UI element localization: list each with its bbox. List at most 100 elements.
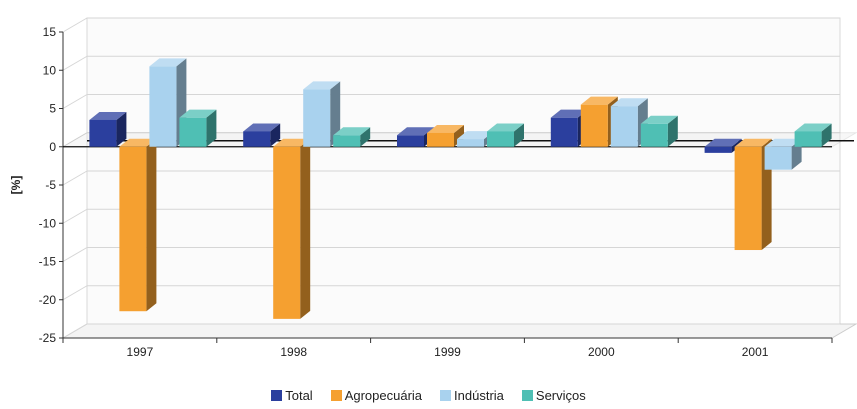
bar-front — [580, 104, 608, 147]
y-tick-label: -25 — [39, 331, 57, 345]
bar-front — [149, 66, 177, 147]
gridline-depth — [62, 170, 88, 186]
x-tick-label: 1999 — [434, 345, 461, 359]
y-tick-label: -15 — [39, 255, 57, 269]
bar-top — [243, 123, 281, 132]
legend-swatch — [521, 390, 533, 401]
floor — [61, 323, 857, 339]
bar-agropecuária-1997 — [119, 138, 157, 312]
x-tick-label: 1997 — [127, 345, 154, 359]
bar-front — [457, 139, 484, 147]
bar-top — [397, 127, 434, 136]
bar-serviços-1998 — [333, 127, 371, 147]
bar-front — [303, 89, 331, 147]
bar-top — [580, 96, 618, 105]
legend-swatch — [271, 390, 283, 401]
bar-side — [667, 115, 678, 147]
bar-front — [610, 106, 638, 147]
bar-top — [427, 124, 464, 133]
bar-side — [330, 81, 341, 147]
bar-front — [734, 146, 762, 251]
y-tick-label: 15 — [43, 25, 57, 39]
bar-serviços-2001 — [794, 123, 832, 147]
bar-front — [333, 135, 361, 147]
bar-top — [734, 138, 772, 147]
bar-front — [427, 132, 454, 147]
bar-side — [454, 124, 464, 147]
bar-front — [487, 131, 514, 147]
bar-front — [640, 123, 668, 147]
legend-label: Total — [285, 388, 313, 403]
bar-top — [149, 58, 187, 67]
bar-side — [360, 127, 371, 147]
bar-top — [794, 123, 832, 132]
bar-top — [764, 138, 802, 147]
bar-front — [550, 117, 578, 147]
y-tick-label: -10 — [39, 216, 57, 230]
bar-top — [119, 138, 157, 147]
legend-swatch — [330, 390, 342, 401]
legend-label: Serviços — [535, 388, 586, 403]
bar-top — [303, 81, 341, 90]
x-tick-label: 2001 — [742, 345, 769, 359]
bar-top — [640, 115, 678, 124]
bar-front — [179, 117, 207, 147]
gridline-depth — [62, 208, 88, 224]
bar-top — [704, 138, 742, 147]
bar-front — [794, 131, 822, 147]
bar-total-1998 — [243, 123, 281, 147]
x-tick-label: 2000 — [588, 345, 615, 359]
bar-top — [457, 131, 494, 140]
bar-agropecuária-1998 — [273, 138, 311, 319]
gridline-depth — [62, 94, 88, 109]
bar-side — [300, 138, 311, 319]
gridline-depth — [62, 323, 88, 339]
bar-top — [487, 123, 524, 132]
bar-serviços-1999 — [487, 123, 524, 147]
bar-serviços-1997 — [179, 109, 217, 147]
bar-front — [243, 131, 271, 147]
legend-item-serviços: Serviços — [521, 388, 586, 403]
bar-side — [821, 123, 832, 147]
x-tick-label: 1998 — [280, 345, 307, 359]
bar-top — [333, 127, 371, 136]
bar-front — [119, 146, 147, 312]
bar-front — [397, 135, 424, 147]
bar-side — [116, 111, 127, 147]
gridline-depth — [62, 132, 88, 148]
bar-top — [610, 98, 648, 107]
bar-top — [273, 138, 311, 147]
legend-item-indústria: Indústria — [440, 388, 504, 403]
bars — [89, 58, 832, 319]
bar-indústria-1998 — [303, 81, 341, 147]
bar-front — [89, 119, 117, 147]
y-tick-label: 5 — [49, 102, 56, 116]
y-tick-label: 0 — [49, 140, 56, 154]
bar-total-1997 — [89, 111, 127, 147]
bar-side — [514, 123, 524, 147]
y-axis-label: [%] — [9, 176, 23, 195]
bar-front — [764, 146, 792, 170]
y-tick-label: -20 — [39, 293, 57, 307]
bar-serviços-2000 — [640, 115, 678, 147]
bar-front — [704, 146, 732, 153]
y-tick-label: 10 — [43, 63, 57, 77]
bar-side — [146, 138, 157, 312]
bar-front — [273, 146, 301, 319]
y-tick-label: -5 — [45, 178, 56, 192]
gridline-depth — [62, 55, 88, 71]
gridline-depth — [62, 247, 88, 262]
legend-item-agropecuária: Agropecuária — [330, 388, 423, 403]
bar-agropecuária-1999 — [427, 124, 464, 147]
bar-side — [206, 109, 217, 147]
gridline-depth — [62, 17, 88, 33]
legend-item-total: Total — [271, 388, 313, 403]
gridline-depth — [62, 285, 88, 301]
legend-label: Indústria — [454, 388, 504, 403]
bar-top — [89, 111, 127, 120]
legend-label: Agropecuária — [344, 388, 423, 403]
tick-labels: 15 10 5 0 -5 -10 -15 -20 -25 1997 1998 1999 2000 2001 — [39, 25, 769, 359]
bar-top — [179, 109, 217, 118]
legend: Total Agropecuária Indústria Serviços — [0, 388, 857, 403]
